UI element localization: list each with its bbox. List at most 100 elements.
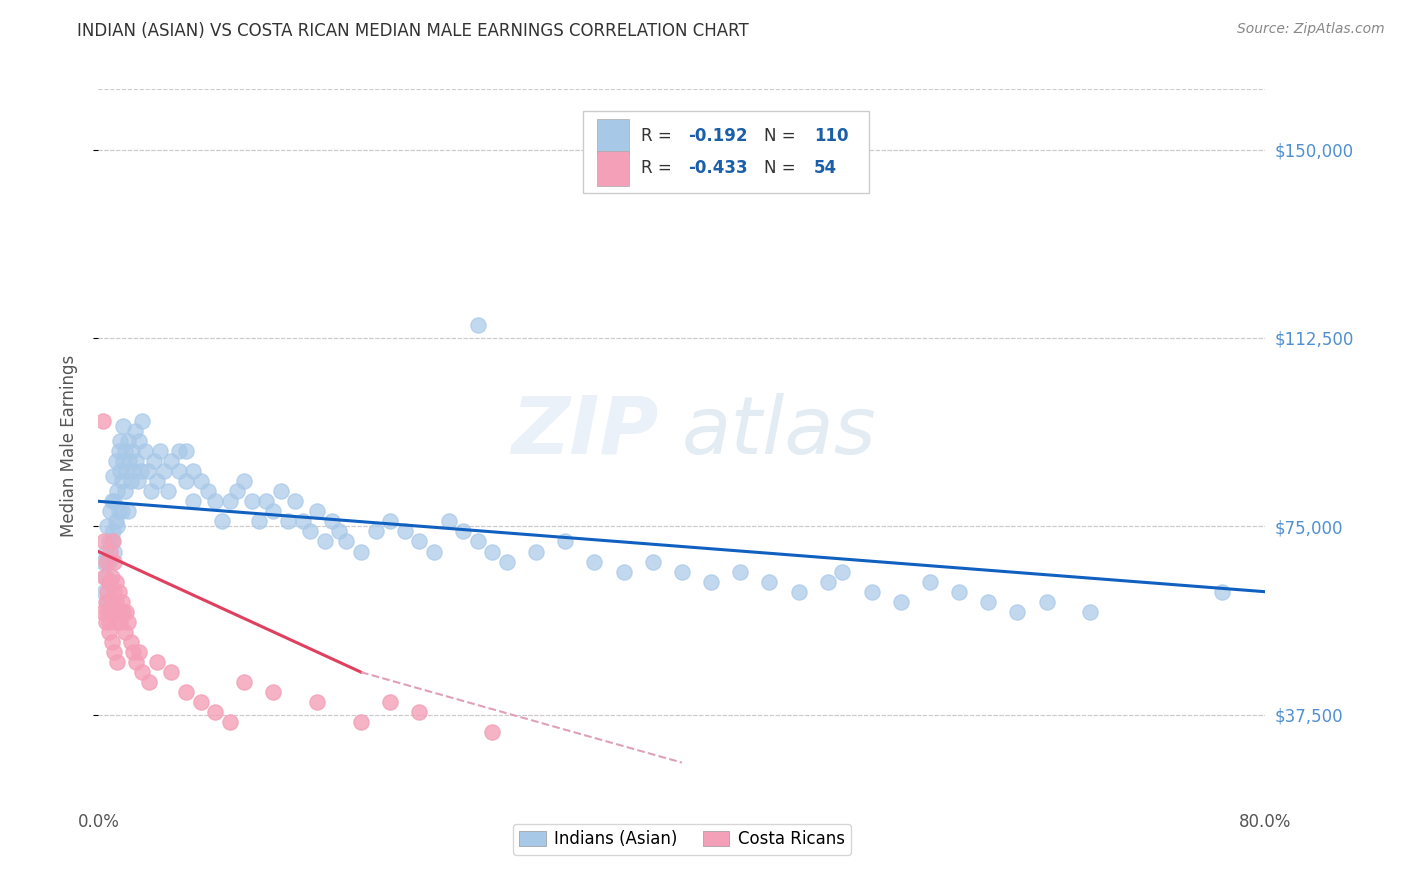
Point — [110, 434, 132, 448]
Point — [481, 544, 503, 558]
Point — [160, 454, 183, 468]
Point — [121, 444, 143, 458]
Point — [247, 515, 270, 529]
Point — [467, 534, 489, 549]
Point — [100, 534, 122, 549]
Point — [204, 494, 226, 508]
Point — [364, 524, 387, 539]
Point — [197, 484, 219, 499]
Point — [190, 474, 212, 488]
Point — [103, 544, 125, 558]
Point — [211, 515, 233, 529]
Point — [100, 494, 122, 508]
Point — [91, 605, 114, 619]
Point — [122, 464, 145, 478]
Point — [240, 494, 263, 508]
Point — [408, 534, 430, 549]
Point — [160, 665, 183, 680]
Point — [93, 584, 115, 599]
Text: -0.433: -0.433 — [688, 160, 748, 178]
Point — [105, 519, 128, 533]
Point — [948, 584, 970, 599]
Point — [233, 675, 256, 690]
Point — [93, 569, 115, 583]
Point — [110, 464, 132, 478]
Point — [97, 534, 120, 549]
Text: 54: 54 — [814, 160, 837, 178]
Point — [114, 444, 136, 458]
Point — [115, 605, 138, 619]
Point — [105, 655, 128, 669]
Point — [112, 418, 135, 433]
Point — [831, 565, 853, 579]
Point — [103, 584, 125, 599]
Point — [641, 555, 664, 569]
Point — [111, 474, 134, 488]
Text: N =: N = — [763, 160, 800, 178]
Point — [524, 544, 547, 558]
Point — [108, 605, 131, 619]
Point — [94, 555, 117, 569]
Point — [103, 555, 125, 569]
Point — [103, 494, 125, 508]
Point — [233, 474, 256, 488]
Point — [97, 615, 120, 629]
Point — [350, 715, 373, 730]
Point — [671, 565, 693, 579]
Point — [730, 565, 752, 579]
Text: Source: ZipAtlas.com: Source: ZipAtlas.com — [1237, 22, 1385, 37]
Point — [307, 504, 329, 518]
Point — [117, 615, 139, 629]
Point — [125, 655, 148, 669]
Point — [142, 454, 165, 468]
Point — [122, 645, 145, 659]
Point — [101, 534, 124, 549]
Point — [100, 635, 122, 649]
Point — [890, 595, 912, 609]
Point — [380, 695, 402, 709]
Point — [174, 474, 197, 488]
Text: atlas: atlas — [682, 392, 877, 471]
Point — [97, 624, 120, 639]
Point — [167, 444, 190, 458]
Point — [129, 464, 152, 478]
Point — [104, 454, 127, 468]
Point — [554, 534, 576, 549]
Point — [262, 685, 284, 699]
Point — [284, 494, 307, 508]
Point — [104, 574, 127, 589]
Text: ZIP: ZIP — [512, 392, 658, 471]
Point — [124, 424, 146, 438]
Point — [101, 605, 124, 619]
Point — [97, 555, 120, 569]
Point — [174, 444, 197, 458]
Point — [128, 434, 150, 448]
Point — [700, 574, 723, 589]
Point — [120, 474, 142, 488]
Point — [118, 454, 141, 468]
Point — [817, 574, 839, 589]
Point — [218, 494, 240, 508]
Point — [111, 595, 134, 609]
Point — [157, 484, 180, 499]
Point — [114, 624, 136, 639]
Point — [120, 635, 142, 649]
FancyBboxPatch shape — [596, 152, 630, 186]
Point — [277, 515, 299, 529]
Point — [1007, 605, 1029, 619]
Point — [139, 484, 162, 499]
Point — [146, 655, 169, 669]
Point — [423, 544, 446, 558]
Point — [918, 574, 941, 589]
Point — [94, 595, 117, 609]
Point — [108, 584, 131, 599]
Point — [262, 504, 284, 518]
Point — [93, 534, 115, 549]
Point — [96, 605, 118, 619]
Point — [105, 484, 128, 499]
Y-axis label: Median Male Earnings: Median Male Earnings — [59, 355, 77, 537]
Point — [131, 414, 153, 428]
Point — [380, 515, 402, 529]
Point — [94, 544, 117, 558]
Point — [112, 454, 135, 468]
